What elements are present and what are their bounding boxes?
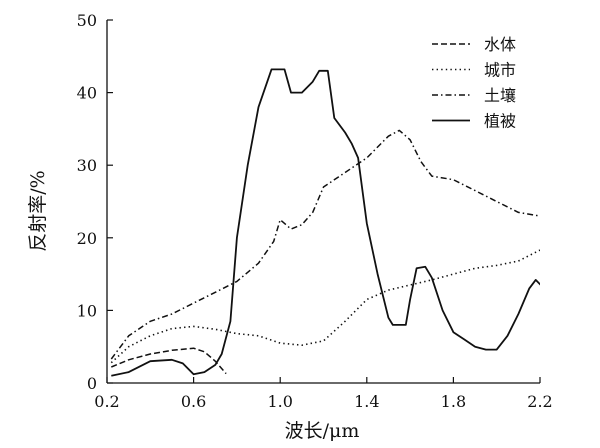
series-line-1 bbox=[110, 249, 540, 364]
legend-label-2: 土壤 bbox=[484, 86, 516, 105]
y-tick-label: 20 bbox=[77, 229, 97, 248]
series-line-3 bbox=[111, 68, 540, 377]
x-tick-label: 2.2 bbox=[527, 392, 552, 411]
legend-label-0: 水体 bbox=[484, 35, 516, 54]
x-tick-label: 1.4 bbox=[354, 392, 379, 411]
series-layer bbox=[110, 68, 540, 377]
legend-label-1: 城市 bbox=[484, 61, 516, 80]
x-tick-label: 0.6 bbox=[181, 392, 206, 411]
x-tick-label: 0.2 bbox=[94, 392, 119, 411]
y-tick-label: 50 bbox=[77, 11, 97, 30]
series-line-2 bbox=[110, 129, 540, 360]
x-tick-label: 1.0 bbox=[267, 392, 292, 411]
y-tick-label: 40 bbox=[77, 84, 97, 103]
axes: 0.2 0.6 1.0 1.4 1.8 2.2 0 10 20 30 40 50 bbox=[77, 11, 553, 411]
x-tick-label: 1.8 bbox=[441, 392, 466, 411]
y-tick-label: 30 bbox=[77, 156, 97, 175]
legend-label-3: 植被 bbox=[484, 112, 516, 131]
series-line-0 bbox=[111, 347, 227, 375]
y-tick-label: 0 bbox=[87, 374, 97, 393]
x-axis-label: 波长/μm bbox=[285, 420, 360, 442]
y-tick-label: 10 bbox=[77, 301, 97, 320]
y-axis-label: 反射率/% bbox=[27, 170, 49, 251]
